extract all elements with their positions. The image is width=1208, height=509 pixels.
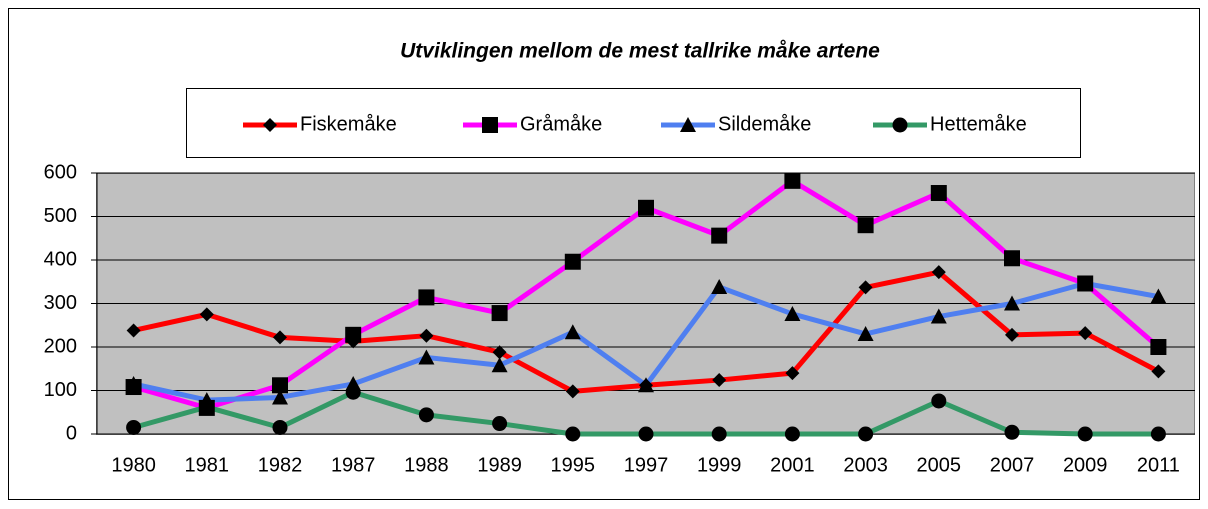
data-point bbox=[711, 227, 728, 244]
data-point bbox=[1004, 250, 1020, 267]
data-point bbox=[638, 377, 654, 393]
y-tick-label: 100 bbox=[44, 379, 77, 401]
data-point bbox=[1078, 326, 1093, 341]
data-point bbox=[564, 324, 581, 340]
data-point bbox=[199, 399, 215, 415]
data-point bbox=[126, 419, 142, 435]
data-point bbox=[564, 253, 581, 270]
x-tick-label: 1995 bbox=[551, 454, 596, 476]
data-point bbox=[784, 426, 800, 442]
data-point bbox=[345, 326, 362, 343]
data-point bbox=[1151, 364, 1166, 379]
x-tick-label: 1980 bbox=[111, 454, 156, 476]
legend-label: Fiskemåke bbox=[300, 113, 397, 135]
data-point bbox=[930, 308, 947, 324]
y-tick-label: 500 bbox=[44, 205, 77, 227]
data-point bbox=[1077, 426, 1093, 442]
data-point bbox=[785, 366, 800, 381]
data-point bbox=[858, 426, 874, 442]
data-point bbox=[931, 265, 946, 280]
data-point bbox=[784, 305, 801, 321]
data-point bbox=[272, 377, 288, 394]
data-point bbox=[491, 357, 508, 373]
data-point bbox=[711, 278, 728, 294]
data-point bbox=[418, 349, 435, 365]
x-tick-label: 2003 bbox=[843, 454, 888, 476]
data-point bbox=[125, 375, 142, 391]
data-point bbox=[272, 419, 288, 435]
data-point bbox=[784, 172, 801, 189]
legend-marker bbox=[892, 117, 908, 133]
x-tick-label: 1999 bbox=[697, 454, 742, 476]
data-point bbox=[712, 373, 727, 388]
x-tick-label: 1997 bbox=[624, 454, 669, 476]
legend-marker bbox=[482, 117, 498, 133]
x-tick-label: 2001 bbox=[770, 454, 815, 476]
legend-label: Gråmåke bbox=[520, 113, 602, 135]
x-tick-label: 1982 bbox=[258, 454, 303, 476]
x-tick-label: 1988 bbox=[404, 454, 449, 476]
x-tick-label: 2005 bbox=[917, 454, 962, 476]
x-tick-label: 1987 bbox=[331, 454, 376, 476]
legend-box bbox=[186, 88, 1081, 158]
y-tick-label: 0 bbox=[66, 422, 77, 444]
data-point bbox=[931, 393, 947, 409]
y-tick-label: 400 bbox=[44, 248, 77, 270]
data-point bbox=[638, 199, 654, 216]
data-point bbox=[638, 426, 654, 442]
data-point bbox=[1004, 295, 1020, 311]
chart-title: Utviklingen mellom de mest tallrike måke… bbox=[400, 40, 880, 63]
data-point bbox=[345, 384, 361, 400]
y-tick-label: 300 bbox=[44, 292, 77, 314]
legend-label: Sildemåke bbox=[718, 113, 811, 135]
data-point bbox=[418, 407, 434, 423]
data-point bbox=[273, 330, 287, 345]
data-point bbox=[857, 217, 874, 234]
y-tick-label: 600 bbox=[44, 161, 77, 183]
data-point bbox=[565, 426, 581, 442]
x-tick-label: 1981 bbox=[185, 454, 230, 476]
data-point bbox=[126, 323, 141, 338]
data-point bbox=[711, 426, 727, 442]
legend-marker bbox=[263, 118, 277, 132]
data-point bbox=[492, 416, 508, 432]
y-tick-label: 200 bbox=[44, 335, 77, 357]
x-tick-label: 1989 bbox=[477, 454, 522, 476]
data-point bbox=[1150, 426, 1166, 442]
data-point bbox=[492, 345, 507, 360]
data-point bbox=[1077, 275, 1094, 291]
data-point bbox=[419, 328, 434, 343]
data-point bbox=[857, 325, 874, 341]
x-tick-label: 2009 bbox=[1063, 454, 1108, 476]
x-tick-label: 2011 bbox=[1137, 454, 1180, 476]
data-point bbox=[1150, 288, 1167, 304]
data-point bbox=[1150, 339, 1167, 355]
data-point bbox=[1005, 327, 1019, 342]
data-point bbox=[858, 280, 873, 295]
data-point bbox=[491, 305, 508, 322]
data-point bbox=[418, 289, 435, 306]
data-point bbox=[199, 307, 214, 322]
legend-label: Hettemåke bbox=[930, 113, 1027, 135]
data-point bbox=[565, 384, 580, 399]
data-point bbox=[930, 185, 947, 202]
data-point bbox=[1004, 424, 1020, 440]
legend-marker bbox=[680, 117, 696, 132]
data-point bbox=[272, 389, 288, 405]
x-tick-label: 2007 bbox=[990, 454, 1035, 476]
